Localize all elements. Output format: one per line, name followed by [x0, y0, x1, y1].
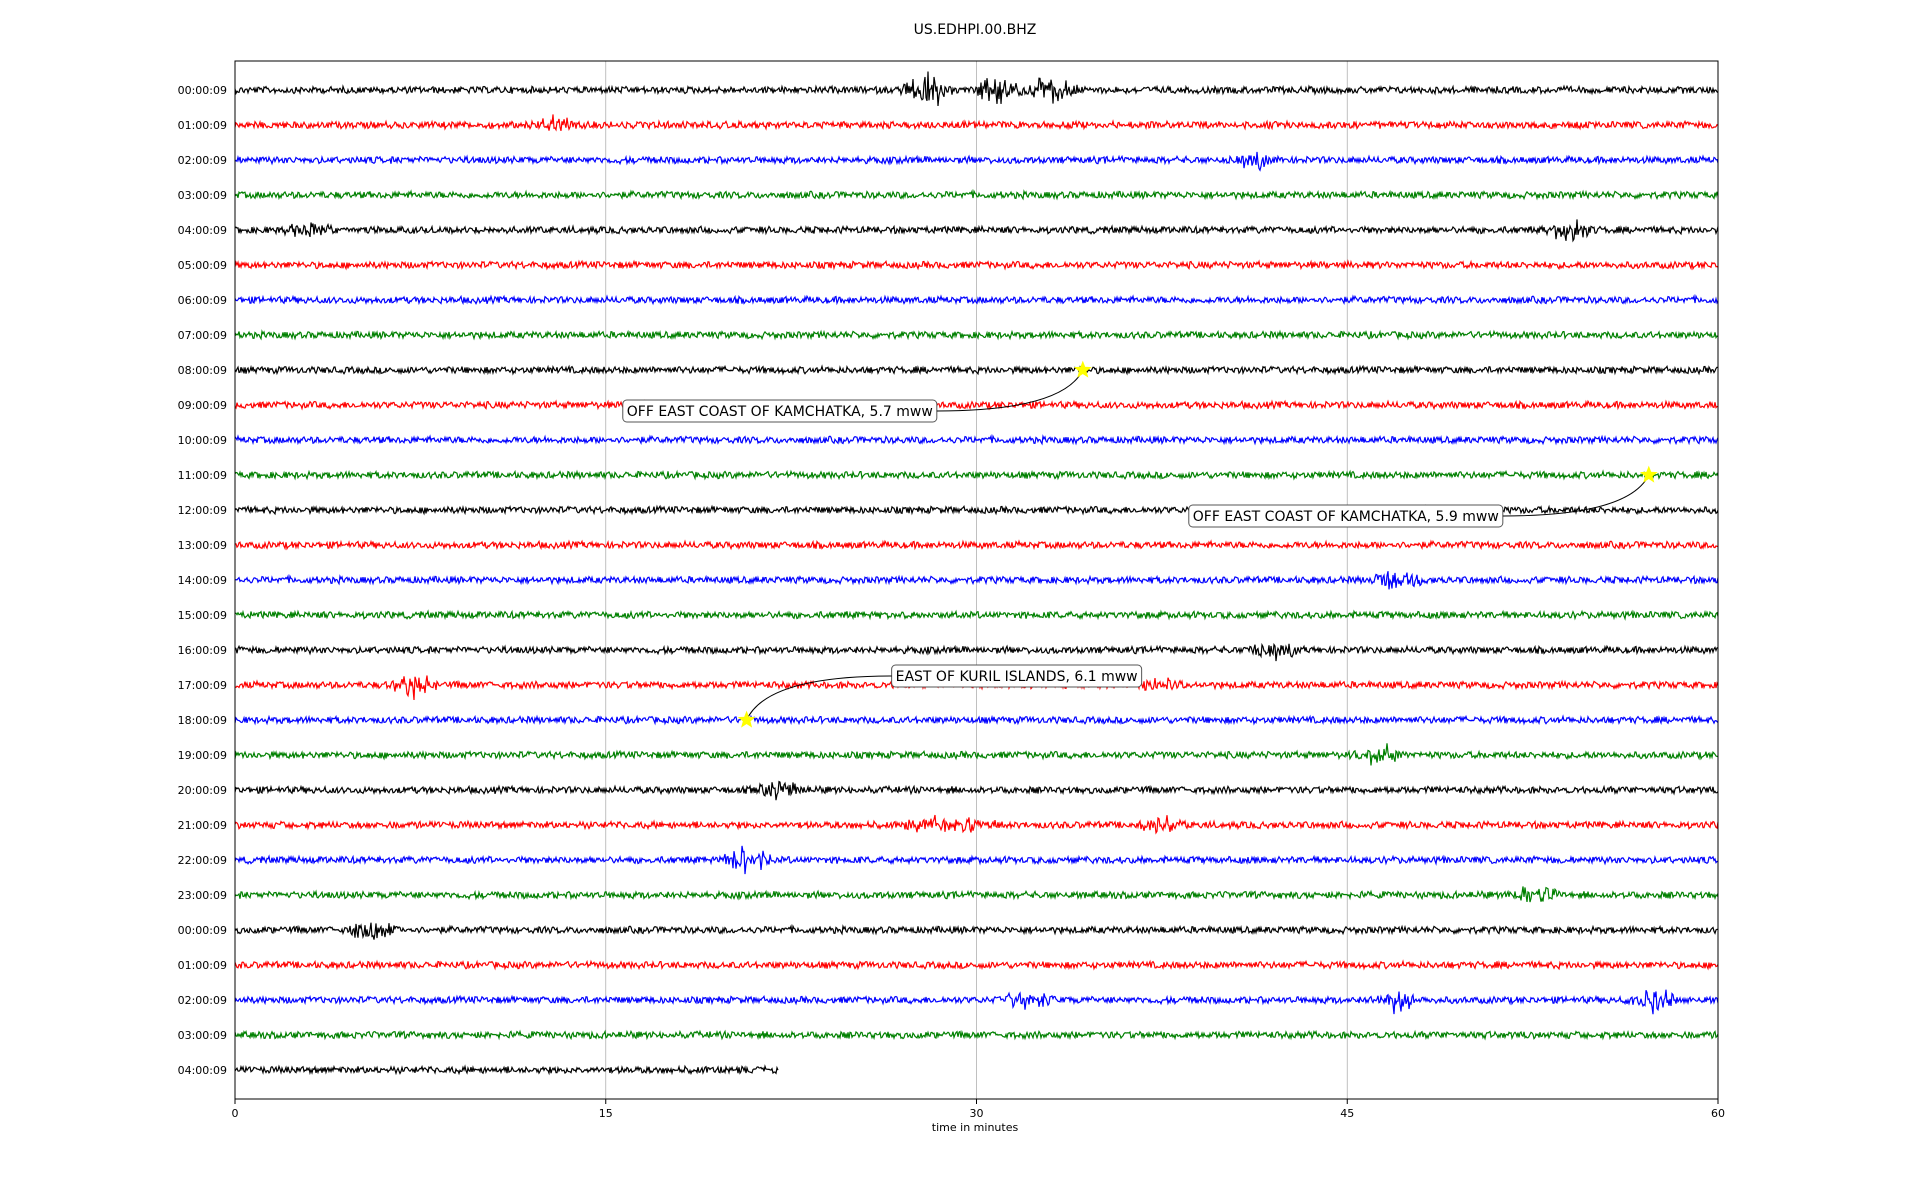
row-time-label: 10:00:09 [178, 434, 227, 447]
trace-row-21 [234, 814, 1719, 835]
event-connector [936, 369, 1084, 412]
x-tick-label: 0 [232, 1107, 239, 1120]
trace-row-19 [234, 743, 1719, 766]
row-time-label: 21:00:09 [178, 819, 227, 832]
row-time-label: 04:00:09 [178, 1064, 227, 1077]
row-time-label: 19:00:09 [178, 749, 227, 762]
chart-title: US.EDHPI.00.BHZ [914, 22, 1037, 38]
event-annotations: OFF EAST COAST OF KAMCHATKA, 5.7 mww OFF … [622, 360, 1658, 728]
x-tick-label: 30 [970, 1107, 984, 1120]
row-time-label: 02:00:09 [178, 994, 227, 1007]
trace-row-3 [234, 189, 1719, 201]
trace-row-25 [234, 959, 1719, 971]
trace-row-2 [234, 151, 1719, 172]
event-label: EAST OF KURIL ISLANDS, 6.1 mww [896, 669, 1138, 685]
seismic-traces [234, 71, 1719, 1076]
trace-row-9 [234, 399, 1719, 411]
row-time-label: 03:00:09 [178, 189, 227, 202]
event-annotation: EAST OF KURIL ISLANDS, 6.1 mww [737, 664, 1143, 728]
x-tick-label: 60 [1711, 1107, 1725, 1120]
trace-row-5 [234, 259, 1719, 271]
event-star-marker [737, 710, 756, 728]
row-time-label: 14:00:09 [178, 574, 227, 587]
event-label: OFF EAST COAST OF KAMCHATKA, 5.9 mww [1193, 509, 1499, 525]
row-time-label: 13:00:09 [178, 539, 227, 552]
trace-row-20 [234, 780, 1719, 801]
row-time-label: 03:00:09 [178, 1029, 227, 1042]
trace-row-1 [234, 114, 1719, 132]
event-star-marker [1073, 360, 1092, 378]
trace-row-22 [234, 845, 1719, 875]
trace-row-13 [235, 539, 1719, 551]
trace-row-18 [234, 714, 1719, 726]
plot-frame [234, 60, 1719, 1100]
trace-row-23 [234, 886, 1719, 903]
event-connector [746, 675, 892, 721]
x-tick-label: 45 [1340, 1107, 1354, 1120]
trace-row-16 [234, 642, 1719, 662]
trace-row-11 [234, 469, 1719, 481]
x-tick-label: 15 [599, 1107, 613, 1120]
row-time-label: 07:00:09 [178, 329, 227, 342]
row-time-label: 20:00:09 [178, 784, 227, 797]
row-time-label: 22:00:09 [178, 854, 227, 867]
row-time-label: 04:00:09 [178, 224, 227, 237]
row-time-labels: 00:00:09 01:00:09 02:00:09 03:00:09 04:00:09… [178, 84, 227, 1077]
row-time-label: 01:00:09 [178, 959, 227, 972]
trace-row-28 [234, 1064, 779, 1076]
event-annotation: OFF EAST COAST OF KAMCHATKA, 5.9 mww [1188, 465, 1658, 528]
event-connector [1502, 474, 1650, 517]
row-time-label: 17:00:09 [178, 679, 227, 692]
trace-row-10 [234, 434, 1719, 446]
x-axis-ticks: 0 15 30 45 60 [232, 1099, 1725, 1120]
row-time-label: 18:00:09 [178, 714, 227, 727]
row-time-label: 00:00:09 [178, 924, 227, 937]
trace-row-24 [234, 922, 1718, 940]
event-star-marker [1639, 465, 1658, 483]
row-time-label: 00:00:09 [178, 84, 227, 97]
trace-row-4 [234, 219, 1719, 243]
trace-row-27 [234, 1029, 1719, 1041]
row-time-label: 16:00:09 [178, 644, 227, 657]
row-time-label: 02:00:09 [178, 154, 227, 167]
row-time-label: 11:00:09 [178, 469, 227, 482]
row-time-label: 08:00:09 [178, 364, 227, 377]
trace-row-0 [234, 71, 1719, 107]
trace-row-7 [234, 329, 1719, 341]
trace-row-14 [234, 571, 1719, 590]
trace-row-8 [234, 364, 1719, 376]
row-time-label: 09:00:09 [178, 399, 227, 412]
trace-row-26 [234, 989, 1719, 1015]
event-label: OFF EAST COAST OF KAMCHATKA, 5.7 mww [627, 404, 933, 420]
x-axis-label: time in minutes [932, 1121, 1019, 1134]
row-time-label: 05:00:09 [178, 259, 227, 272]
trace-row-6 [234, 294, 1719, 306]
row-time-label: 12:00:09 [178, 504, 227, 517]
event-annotation: OFF EAST COAST OF KAMCHATKA, 5.7 mww [622, 360, 1092, 423]
trace-row-15 [234, 609, 1719, 621]
row-time-label: 01:00:09 [178, 119, 227, 132]
row-time-label: 06:00:09 [178, 294, 227, 307]
row-time-label: 23:00:09 [178, 889, 227, 902]
row-time-label: 15:00:09 [178, 609, 227, 622]
